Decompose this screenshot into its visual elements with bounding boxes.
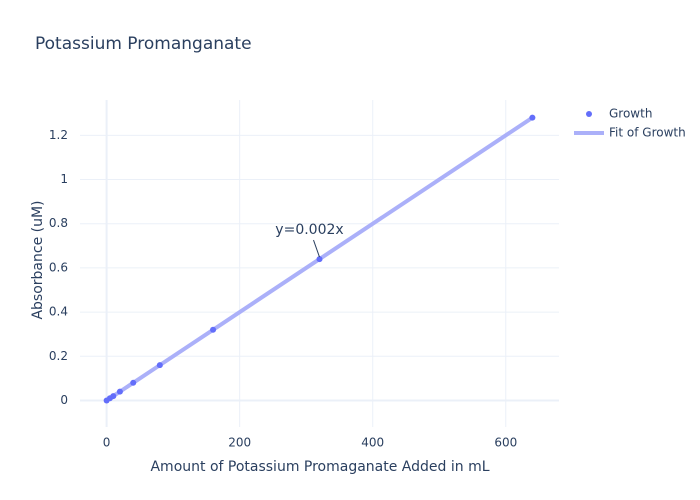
x-tick-label: 600 (494, 436, 517, 450)
x-tick-label: 400 (361, 436, 384, 450)
y-tick-label: 1.2 (49, 128, 68, 142)
x-axis-title: Amount of Potassium Promaganate Added in… (150, 459, 489, 475)
data-point (316, 256, 323, 263)
legend-label: Fit of Growth (609, 126, 686, 140)
annotation: y=0.002x (275, 222, 343, 238)
data-point (130, 379, 137, 386)
data-point (210, 326, 217, 333)
chart-title: Potassium Promanganate (35, 34, 252, 54)
y-tick-label: 0.4 (49, 305, 68, 319)
y-tick-label: 1 (60, 172, 68, 186)
y-tick-label: 0.8 (49, 216, 68, 230)
data-point (156, 362, 163, 369)
data-point (529, 114, 536, 121)
legend-marker (586, 111, 592, 117)
y-tick-label: 0.6 (49, 260, 68, 274)
x-tick-label: 200 (228, 436, 251, 450)
y-tick-label: 0.2 (49, 349, 68, 363)
data-point (116, 388, 123, 395)
x-tick-label: 0 (103, 436, 111, 450)
y-axis-title: Absorbance (uM) (30, 200, 46, 319)
annotation-arrow (313, 239, 320, 258)
legend-label: Growth (609, 107, 652, 121)
y-tick-label: 0 (60, 393, 68, 407)
data-point (110, 393, 117, 400)
